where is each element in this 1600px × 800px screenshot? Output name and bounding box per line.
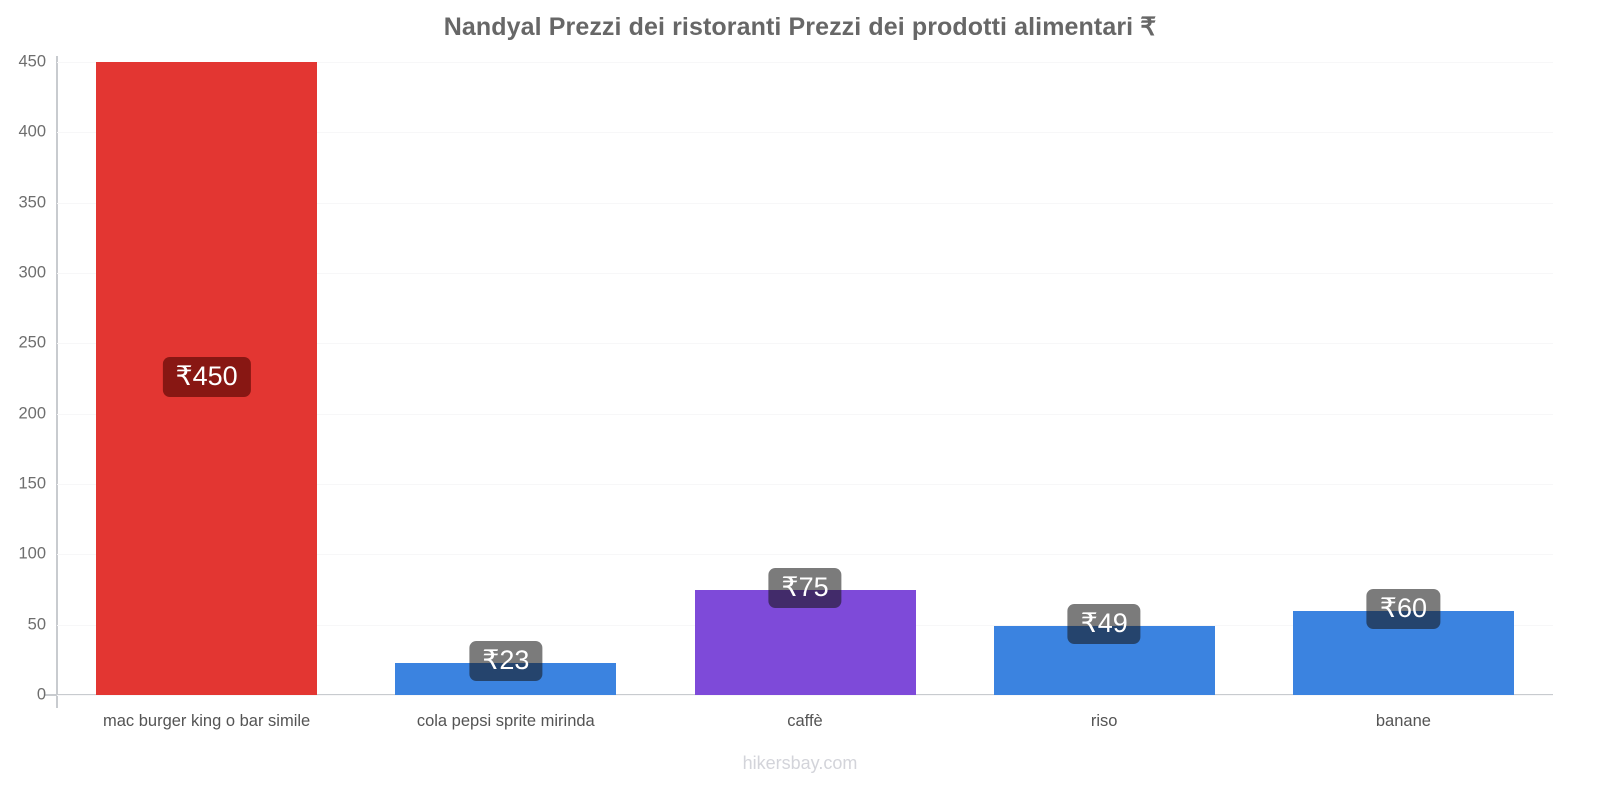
y-axis-tick-label: 200 bbox=[18, 404, 46, 423]
bar-value-label: ₹23 bbox=[469, 640, 543, 681]
y-axis-tick-label: 0 bbox=[36, 685, 46, 704]
bar-value-label: ₹49 bbox=[1067, 604, 1141, 645]
gridline bbox=[57, 273, 1553, 274]
bar[interactable]: ₹23 bbox=[395, 640, 617, 695]
bar[interactable]: ₹450 bbox=[96, 62, 318, 695]
gridline bbox=[57, 132, 1553, 133]
gridline bbox=[57, 343, 1553, 344]
bar[interactable]: ₹60 bbox=[1292, 588, 1514, 695]
y-axis-tick-label: 150 bbox=[18, 474, 46, 493]
plot-area: ₹450 ₹23 ₹75 ₹49 ₹60 bbox=[57, 62, 1553, 695]
footer-watermark: hikersbay.com bbox=[742, 753, 858, 773]
bar-value-label: ₹75 bbox=[768, 567, 842, 608]
gridline bbox=[57, 414, 1553, 415]
gridline bbox=[57, 62, 1553, 63]
y-axis-tick-label: 250 bbox=[18, 333, 46, 352]
x-axis-category-label: banane bbox=[1375, 712, 1431, 730]
y-axis-tick-label: 350 bbox=[18, 193, 46, 212]
x-axis-category-label: cola pepsi sprite mirinda bbox=[416, 712, 595, 730]
y-axis-tick-label: 300 bbox=[18, 263, 46, 282]
gridline bbox=[57, 203, 1553, 204]
gridline bbox=[57, 695, 1553, 696]
y-axis-tick-label: 400 bbox=[18, 122, 46, 141]
chart-title: Nandyal Prezzi dei ristoranti Prezzi dei… bbox=[443, 13, 1157, 41]
bar-value-label: ₹60 bbox=[1366, 588, 1440, 629]
bar[interactable]: ₹75 bbox=[694, 567, 916, 695]
x-axis-category-label: caffè bbox=[787, 712, 823, 730]
x-axis-category-label: riso bbox=[1090, 712, 1118, 730]
bar-value-label: ₹450 bbox=[162, 356, 251, 397]
gridline bbox=[57, 554, 1553, 555]
y-axis-tick-label: 100 bbox=[18, 544, 46, 563]
bar[interactable]: ₹49 bbox=[993, 604, 1215, 695]
y-axis-tick-label: 50 bbox=[27, 615, 46, 634]
y-axis-tick-label: 450 bbox=[18, 52, 46, 71]
gridline bbox=[57, 484, 1553, 485]
x-axis-category-label: mac burger king o bar simile bbox=[102, 712, 311, 730]
y-axis-line bbox=[56, 56, 58, 708]
